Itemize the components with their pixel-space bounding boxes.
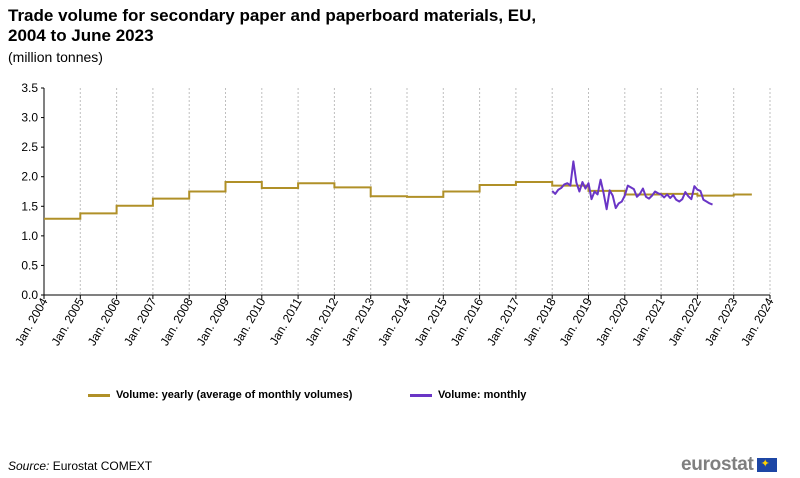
x-tick-label: Jan. 2005: [48, 295, 87, 348]
legend-label-yearly: Volume: yearly (average of monthly volum…: [116, 389, 353, 401]
legend-item-yearly: Volume: yearly (average of monthly volum…: [88, 389, 352, 401]
y-tick-label: 3.5: [21, 81, 38, 95]
x-tick-label: Jan. 2021: [629, 295, 668, 348]
y-tick-label: 2.5: [21, 140, 38, 154]
legend-swatch-monthly: [410, 393, 432, 397]
y-tick-label: 1.0: [21, 229, 38, 243]
x-tick-label: Jan. 2008: [157, 295, 196, 348]
x-tick-label: Jan. 2022: [666, 295, 705, 348]
x-tick-label: Jan. 2009: [194, 295, 233, 348]
chart-title: Trade volume for secondary paper and pap…: [8, 6, 537, 45]
legend-label-monthly: Volume: monthly: [438, 389, 527, 401]
y-tick-label: 0.5: [21, 258, 38, 272]
chart-subtitle: (million tonnes): [8, 49, 103, 65]
x-tick-label: Jan. 2007: [121, 295, 160, 348]
eu-flag-icon: ✦: [756, 458, 777, 472]
x-tick-label: Jan. 2023: [702, 295, 741, 348]
legend-item-monthly: Volume: monthly: [410, 389, 526, 401]
x-tick-label: Jan. 2018: [520, 295, 559, 348]
y-tick-label: 3.0: [21, 111, 38, 125]
x-tick-label: Jan. 2010: [230, 295, 269, 348]
x-tick-label: Jan. 2024: [738, 295, 777, 348]
x-tick-label: Jan. 2014: [375, 295, 414, 348]
source-text: Eurostat COMEXT: [52, 459, 153, 473]
x-tick-label: Jan. 2019: [557, 295, 596, 348]
x-tick-label: Jan. 2016: [448, 295, 487, 348]
x-tick-label: Jan. 2006: [85, 295, 124, 348]
legend-swatch-yearly: [88, 393, 110, 397]
y-tick-label: 2.0: [21, 170, 38, 184]
series-monthly-line: [551, 160, 713, 211]
eurostat-logo: eurostat ✦: [681, 454, 777, 476]
source-note: Source: Eurostat COMEXT: [8, 459, 152, 473]
x-tick-label: Jan. 2020: [593, 295, 632, 348]
x-tick-label: Jan. 2017: [484, 295, 523, 348]
source-label: Source:: [8, 459, 50, 473]
y-tick-label: 1.5: [21, 199, 38, 213]
x-tick-label: Jan. 2015: [411, 295, 450, 348]
series-yearly-line: [44, 181, 752, 220]
y-tick-label: 0.0: [21, 288, 38, 302]
x-tick-label: Jan. 2011: [267, 295, 305, 347]
x-tick-label: Jan. 2004: [12, 295, 51, 348]
x-tick-label: Jan. 2013: [339, 295, 378, 348]
x-tick-label: Jan. 2012: [303, 295, 342, 348]
logo-text: eurostat: [681, 454, 754, 475]
